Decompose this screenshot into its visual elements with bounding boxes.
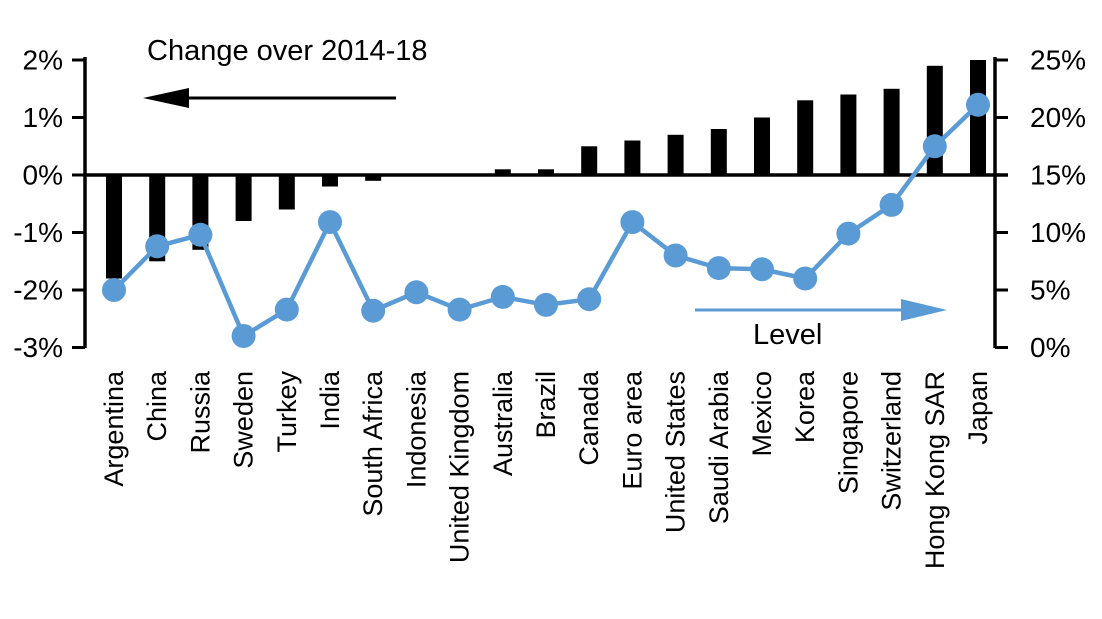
level-marker — [879, 192, 904, 217]
category-label: Singapore — [833, 371, 863, 494]
change-bar — [365, 175, 382, 181]
left-axis-tick-label: -2% — [13, 275, 63, 306]
level-marker — [577, 287, 602, 312]
change-bar — [667, 134, 684, 176]
left-series-annotation-label: Change over 2014-18 — [147, 35, 428, 67]
change-bars-group — [106, 60, 986, 279]
change-bar — [710, 129, 727, 175]
category-label: Argentina — [99, 370, 129, 487]
category-label: Sweden — [229, 371, 259, 469]
category-label: Switzerland — [877, 371, 907, 511]
level-marker — [836, 221, 861, 246]
arrow-head-left — [143, 88, 189, 108]
right-axis-tick-label: 15% — [1030, 160, 1086, 191]
right-series-annotation-label: Level — [753, 319, 823, 351]
category-label: Korea — [790, 370, 820, 443]
left-axis-tick-label: 1% — [23, 102, 63, 133]
level-marker — [620, 210, 645, 235]
arrow-head-right — [901, 299, 947, 321]
category-label: Canada — [574, 370, 604, 466]
change-bar — [840, 94, 857, 175]
right-series-annotation-arrow — [695, 299, 947, 321]
category-label: United Kingdom — [445, 371, 475, 563]
category-label: India — [315, 370, 345, 430]
level-marker — [145, 234, 170, 259]
right-axis: 25% 20% 15% 10% 5% 0% — [993, 45, 1086, 363]
category-label: Japan — [963, 371, 993, 445]
change-bar — [278, 175, 295, 210]
change-bar — [926, 65, 943, 176]
change-bar — [754, 117, 770, 175]
level-marker — [793, 266, 818, 291]
right-axis-tick-label: 20% — [1030, 102, 1086, 133]
change-bar — [581, 146, 598, 176]
category-label: Australia — [488, 370, 518, 476]
level-line-series — [102, 92, 990, 348]
left-axis-tick-label: 2% — [23, 45, 63, 76]
category-axis-labels: Argentina China Russia Sweden Turkey India Sou… — [99, 370, 993, 569]
left-axis-tick-label: 0% — [23, 160, 63, 191]
level-marker — [490, 284, 515, 309]
category-label: Indonesia — [401, 370, 431, 488]
category-label: Brazil — [531, 371, 561, 439]
left-axis-tick-label: -1% — [13, 217, 63, 248]
level-marker — [404, 280, 429, 305]
change-bar — [883, 88, 900, 176]
right-axis-tick-label: 25% — [1030, 45, 1086, 76]
category-label: Saudi Arabia — [704, 370, 734, 524]
level-marker — [447, 297, 472, 322]
change-bar — [322, 175, 338, 187]
change-bar — [106, 175, 122, 279]
right-axis-tick-label: 10% — [1030, 217, 1086, 248]
level-marker — [361, 298, 386, 323]
level-marker — [663, 243, 688, 268]
left-axis: 2% 1% 0% -1% -2% -3% — [13, 45, 87, 363]
category-label: China — [142, 370, 172, 442]
category-label: Euro area — [617, 370, 647, 490]
change-bar — [797, 100, 814, 176]
right-axis-tick-label: 0% — [1030, 332, 1070, 363]
change-bar — [494, 169, 511, 176]
level-marker — [188, 222, 213, 247]
level-marker — [706, 256, 731, 281]
level-marker — [966, 92, 990, 117]
category-label: Turkey — [272, 371, 302, 453]
level-marker — [102, 278, 126, 302]
category-label: Hong Kong SAR — [920, 371, 950, 569]
change-bar — [624, 140, 641, 175]
level-marker — [922, 134, 947, 159]
change-bar — [235, 175, 252, 221]
right-axis-tick-label: 5% — [1030, 275, 1070, 306]
level-marker — [534, 292, 558, 317]
category-label: South Africa — [358, 370, 388, 517]
category-label: United States — [661, 371, 691, 533]
level-marker — [231, 324, 256, 348]
level-marker — [318, 210, 342, 235]
level-marker — [274, 297, 299, 322]
level-marker — [750, 257, 774, 282]
left-axis-tick-label: -3% — [13, 332, 63, 363]
left-series-annotation-arrow — [143, 88, 396, 108]
category-label: Russia — [185, 370, 215, 454]
change-bar — [970, 60, 986, 175]
change-bar — [538, 169, 554, 176]
category-label: Mexico — [747, 371, 777, 457]
